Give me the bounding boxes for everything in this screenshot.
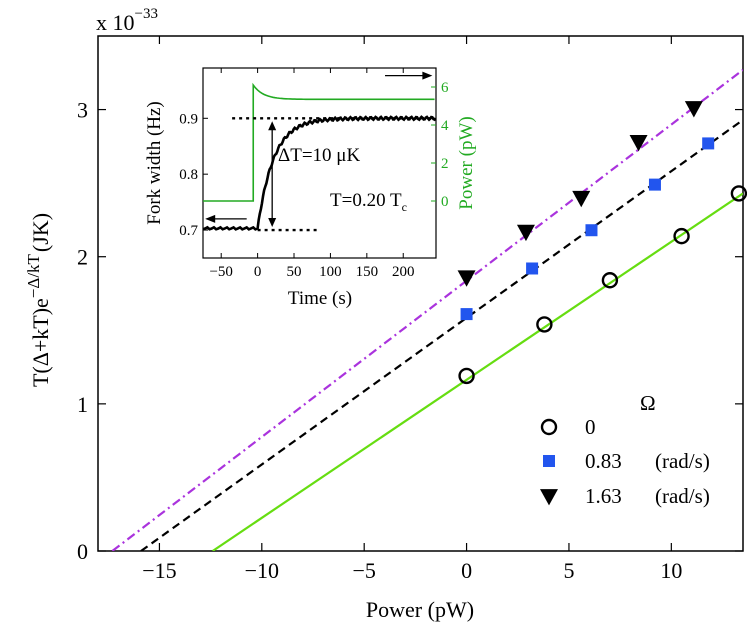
x-tick-label: −5 xyxy=(352,558,375,583)
inset-delta-t-annotation: ΔT=10 μK xyxy=(278,145,360,166)
inset-left-axis-arrow-head xyxy=(205,214,216,223)
fit-line-series-1 xyxy=(140,118,743,551)
inset-power-trace xyxy=(203,82,435,202)
data-point-series-2 xyxy=(572,190,591,208)
inset-x-tick-label: −50 xyxy=(209,264,232,280)
inset-x-label: Time (s) xyxy=(288,288,352,309)
data-point-series-0 xyxy=(730,185,747,202)
data-point-series-1 xyxy=(526,262,539,275)
inset-y-left-tick-label: 0.7 xyxy=(179,223,198,239)
inset-delta-arrow-up-head xyxy=(268,121,277,131)
legend-label-0: 0 xyxy=(585,415,596,439)
data-point-series-2 xyxy=(516,224,535,242)
data-point-series-2 xyxy=(684,101,703,118)
data-point-series-1 xyxy=(648,178,661,191)
data-point-series-2 xyxy=(629,135,648,152)
data-point-series-0 xyxy=(458,367,475,385)
data-point-series-0 xyxy=(673,227,690,245)
inset-chart: −50 0 50 100 150 200 0.7 0.8 0.9 0 2 4 6 Time (s) Fo… xyxy=(144,67,477,309)
inset-temperature-annotation: T=0.20 Tc xyxy=(330,190,407,214)
inset-y-left-label: Fork width (Hz) xyxy=(144,101,165,224)
x-tick-label: −15 xyxy=(142,558,176,583)
y-axis-label: T(Δ+kT)e−Δ/kT(JK) xyxy=(24,213,53,387)
y-tick-label: 3 xyxy=(77,98,88,123)
legend-unit-2: (rad/s) xyxy=(655,484,710,508)
data-point-series-1 xyxy=(702,137,715,150)
y-tick-label: 1 xyxy=(77,392,88,417)
legend-marker-0 xyxy=(540,418,558,436)
x-tick-label: −10 xyxy=(245,558,279,583)
legend-label-2: 1.63 xyxy=(585,484,622,508)
fit-line-series-0 xyxy=(212,192,743,551)
inset-y-right-tick-label: 4 xyxy=(441,118,449,134)
legend-unit-1: (rad/s) xyxy=(655,449,710,473)
inset-y-left-tick-label: 0.8 xyxy=(179,167,198,183)
inset-right-axis-arrow-head xyxy=(422,71,433,80)
inset-x-tick-label: 200 xyxy=(392,264,415,280)
x-axis-label: Power (pW) xyxy=(366,597,474,622)
legend-label-1: 0.83 xyxy=(585,449,622,473)
legend-marker-2 xyxy=(540,489,558,506)
x-tick-label: 5 xyxy=(563,558,574,583)
x-tick-label: 0 xyxy=(461,558,472,583)
legend-title: Ω xyxy=(640,391,656,415)
data-point-series-1 xyxy=(585,224,598,237)
inset-y-right-tick-label: 0 xyxy=(441,194,449,210)
main-plot-frame xyxy=(97,35,744,552)
inset-x-tick-label: 0 xyxy=(254,264,262,280)
inset-y-right-tick-label: 2 xyxy=(441,156,449,172)
data-point-series-0 xyxy=(601,272,619,289)
legend: Ω 0 0.83 (rad/s) 1.63 (rad/s) xyxy=(540,391,710,508)
data-point-series-2 xyxy=(457,270,476,287)
y-tick-label: 2 xyxy=(77,245,88,270)
x-tick-label: 10 xyxy=(660,558,682,583)
y-tick-label: 0 xyxy=(77,539,88,564)
data-point-series-1 xyxy=(460,308,473,321)
legend-marker-1 xyxy=(543,455,555,467)
inset-delta-arrow-down-head xyxy=(268,218,277,228)
inset-x-tick-label: 150 xyxy=(356,264,379,280)
data-point-series-0 xyxy=(536,316,553,333)
inset-x-tick-label: 50 xyxy=(287,264,302,280)
inset-y-right-tick-label: 6 xyxy=(441,80,449,96)
inset-y-left-tick-label: 0.9 xyxy=(179,111,198,127)
inset-y-right-label: Power (pW) xyxy=(456,116,477,209)
y-multiplier-exponent: −33 xyxy=(135,6,158,22)
inset-x-tick-label: 100 xyxy=(319,264,342,280)
y-multiplier: x 10−33 xyxy=(96,6,158,35)
